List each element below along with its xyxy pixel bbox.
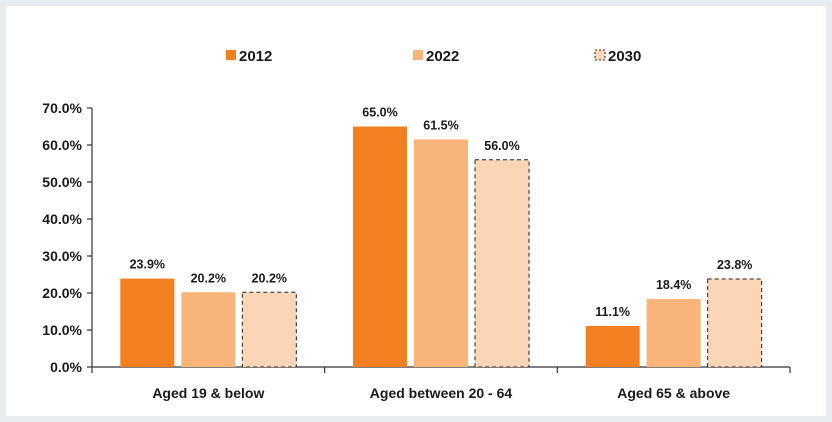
- data-label: 11.1%: [595, 305, 630, 319]
- chart: 2012 2022 2030 0.0% 10.0% 20.0% 30.0% 40.0% 50.…: [42, 48, 791, 401]
- x-category-label: Aged 65 & above: [617, 385, 730, 401]
- x-axis: Aged 19 & below Aged between 20 - 64 Aged …: [91, 366, 791, 401]
- data-label: 61.5%: [423, 118, 458, 132]
- legend: 2012 2022 2030: [226, 48, 641, 65]
- legend-swatch: [226, 50, 236, 60]
- y-tick-label: 0.0%: [50, 359, 82, 375]
- bar: [414, 139, 468, 367]
- bar: [181, 292, 236, 367]
- x-category-label: Aged between 20 - 64: [370, 385, 513, 401]
- data-label: 18.4%: [656, 278, 691, 292]
- y-tick-label: 50.0%: [42, 174, 82, 190]
- legend-label: 2030: [608, 48, 641, 65]
- bar: [585, 325, 640, 367]
- y-tick-label: 70.0%: [42, 100, 82, 116]
- legend-label: 2012: [239, 48, 272, 65]
- data-label: 65.0%: [362, 106, 397, 120]
- y-tick-label: 20.0%: [42, 285, 82, 301]
- data-label: 20.2%: [252, 271, 287, 285]
- bar: [120, 278, 175, 367]
- y-tick-label: 40.0%: [42, 211, 82, 227]
- y-axis: 0.0% 10.0% 20.0% 30.0% 40.0% 50.0% 60.0% 70.0%: [42, 100, 93, 375]
- bars: 23.9% 20.2% 20.2% 65.0% 61.5% 56.0% 11.1% 18.4%…: [120, 106, 763, 368]
- y-tick-label: 30.0%: [42, 248, 82, 264]
- x-category-label: Aged 19 & below: [152, 385, 264, 401]
- chart-frame: 2012 2022 2030 0.0% 10.0% 20.0% 30.0% 40.0% 50.…: [6, 6, 826, 416]
- data-label: 23.9%: [130, 258, 165, 272]
- data-label: 20.2%: [191, 271, 226, 285]
- legend-swatch: [594, 49, 606, 61]
- y-tick-label: 10.0%: [42, 322, 82, 338]
- legend-swatch: [413, 50, 423, 60]
- legend-label: 2022: [426, 48, 459, 65]
- bar: [353, 126, 407, 367]
- bar: [241, 291, 297, 368]
- bar: [646, 298, 701, 367]
- bar: [707, 278, 763, 368]
- bar: [474, 159, 530, 368]
- data-label: 23.8%: [717, 258, 752, 272]
- y-tick-label: 60.0%: [42, 137, 82, 153]
- data-label: 56.0%: [484, 139, 519, 153]
